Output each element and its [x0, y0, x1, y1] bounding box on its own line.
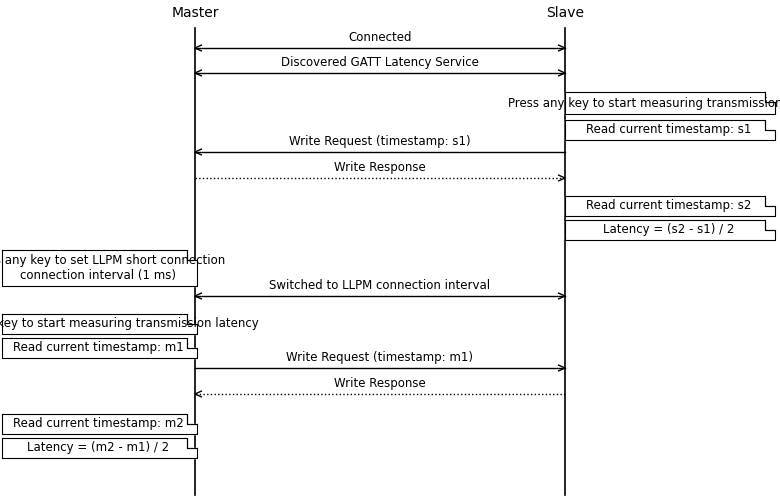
Text: Read current timestamp: m1: Read current timestamp: m1	[12, 342, 183, 354]
Text: Connected: Connected	[348, 31, 412, 44]
Text: Slave: Slave	[546, 6, 584, 20]
Text: Read current timestamp: s2: Read current timestamp: s2	[586, 200, 751, 213]
Text: Write Request (timestamp: s1): Write Request (timestamp: s1)	[289, 135, 471, 148]
Text: Write Response: Write Response	[334, 161, 426, 174]
Polygon shape	[565, 120, 775, 140]
Text: Read current timestamp: m2: Read current timestamp: m2	[12, 417, 183, 430]
Polygon shape	[2, 314, 197, 334]
Polygon shape	[565, 92, 775, 114]
Text: Master: Master	[172, 6, 218, 20]
Text: Latency = (m2 - m1) / 2: Latency = (m2 - m1) / 2	[27, 442, 169, 455]
Text: Write Response: Write Response	[334, 377, 426, 390]
Text: Write Request (timestamp: m1): Write Request (timestamp: m1)	[286, 351, 473, 364]
Text: Press any key to start measuring transmission latency: Press any key to start measuring transmi…	[0, 318, 259, 331]
Text: Press any key to set LLPM short connection
connection interval (1 ms): Press any key to set LLPM short connecti…	[0, 254, 225, 282]
Polygon shape	[565, 196, 775, 216]
Text: Read current timestamp: s1: Read current timestamp: s1	[586, 123, 751, 137]
Polygon shape	[565, 220, 775, 240]
Text: Discovered GATT Latency Service: Discovered GATT Latency Service	[281, 56, 479, 69]
Text: Switched to LLPM connection interval: Switched to LLPM connection interval	[269, 279, 491, 292]
Polygon shape	[2, 338, 197, 358]
Text: Latency = (s2 - s1) / 2: Latency = (s2 - s1) / 2	[603, 223, 734, 236]
Text: Press any key to start measuring transmission latency: Press any key to start measuring transmi…	[508, 96, 780, 109]
Polygon shape	[2, 250, 197, 286]
Polygon shape	[2, 414, 197, 434]
Polygon shape	[2, 438, 197, 458]
